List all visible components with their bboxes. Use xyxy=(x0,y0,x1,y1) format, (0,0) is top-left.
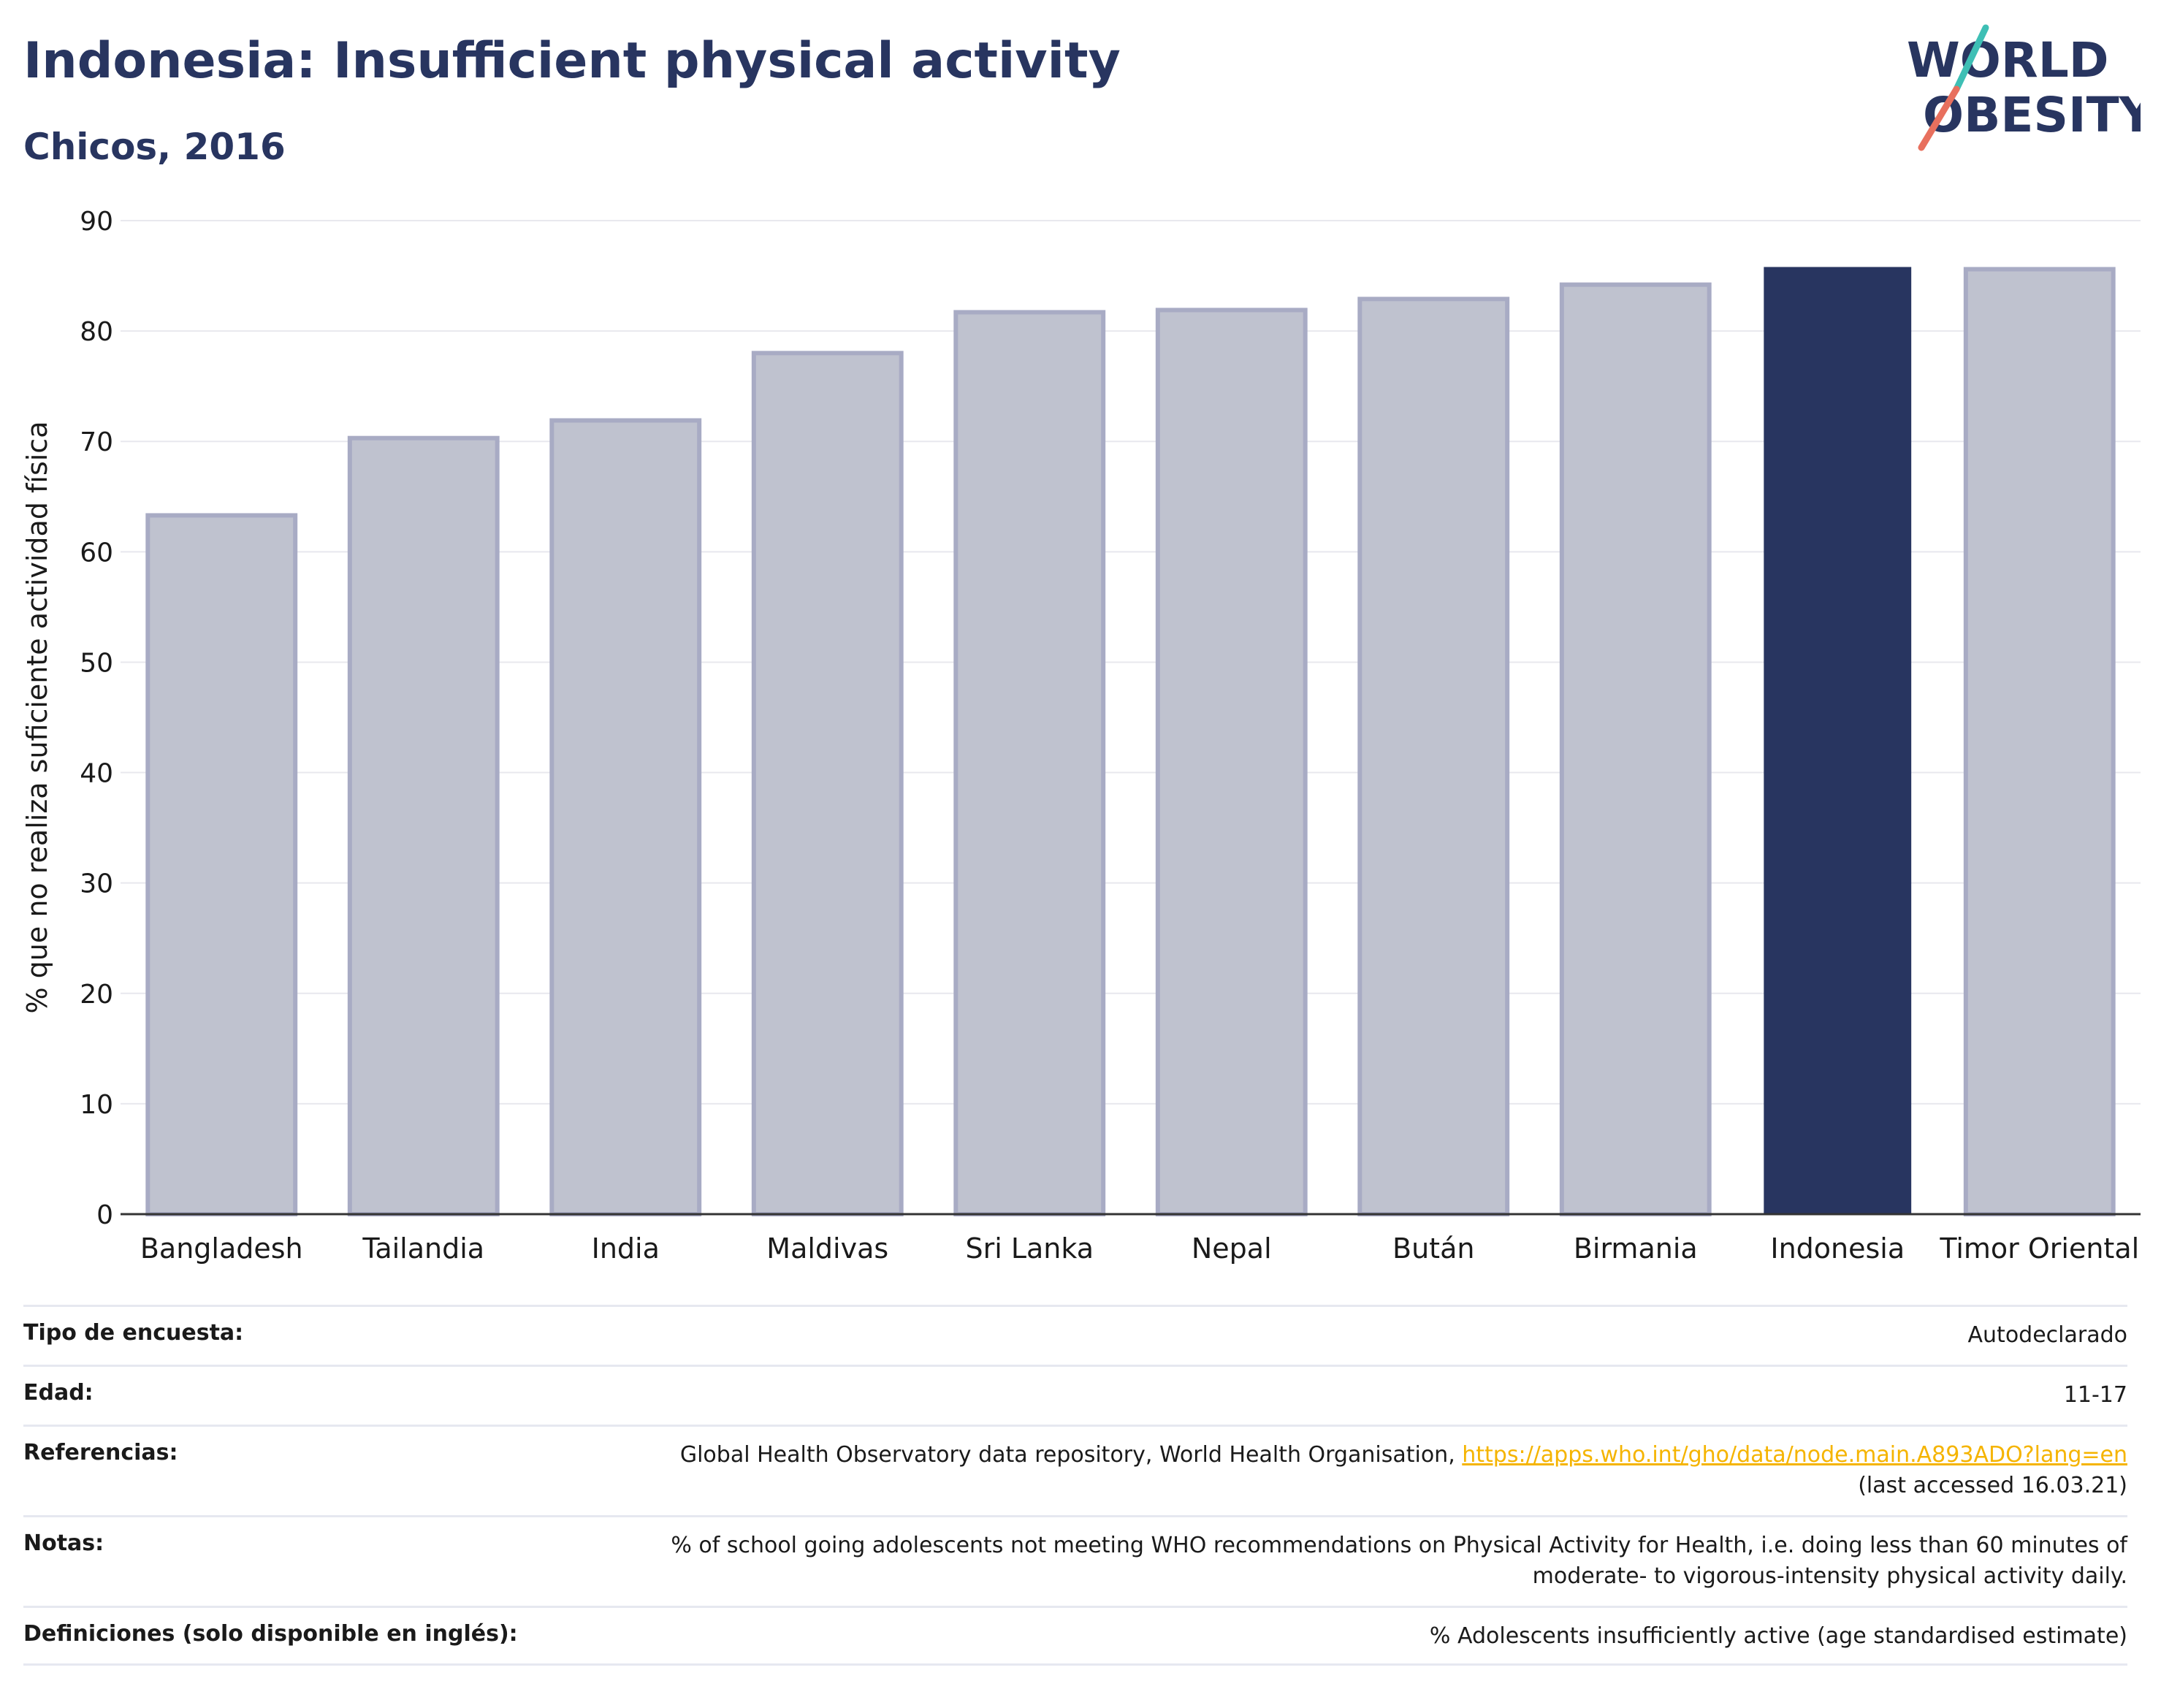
meta-value: Autodeclarado xyxy=(1968,1320,2127,1351)
reference-link[interactable]: https://apps.who.int/gho/data/node.main.… xyxy=(1462,1442,2127,1468)
y-tick-label: 80 xyxy=(80,317,113,347)
y-tick-label: 40 xyxy=(80,759,113,789)
y-tick-label: 10 xyxy=(80,1090,113,1120)
meta-value-line: (last accessed 16.03.21) xyxy=(680,1471,2127,1501)
meta-value-text: 11-17 xyxy=(2063,1382,2127,1408)
bar-indonesia xyxy=(1764,267,1912,1214)
meta-value: 11-17 xyxy=(2064,1380,2127,1411)
x-tick-label: Birmania xyxy=(1574,1232,1698,1264)
bar-tailandia xyxy=(347,435,500,1217)
x-tick-label: Timor Oriental xyxy=(1939,1232,2139,1264)
meta-value-line: Autodeclarado xyxy=(1968,1320,2127,1351)
meta-row: Tipo de encuesta: Autodeclarado xyxy=(23,1305,2127,1365)
meta-label: Definiciones (solo disponible en inglés)… xyxy=(23,1621,518,1647)
x-tick-label: Indonesia xyxy=(1770,1232,1905,1264)
y-axis-label: % que no realiza suficiente actividad fí… xyxy=(21,422,53,1014)
logo-slash-coral xyxy=(1918,85,1960,151)
meta-value: % of school going adolescents not meetin… xyxy=(671,1530,2127,1592)
bar-maldivas xyxy=(751,351,904,1216)
y-ticks: 0 10 20 30 40 50 60 70 80 90 xyxy=(80,207,113,1230)
bar-birmania xyxy=(1559,282,1712,1217)
y-tick-label: 60 xyxy=(80,538,113,568)
meta-value-line: Global Health Observatory data repositor… xyxy=(680,1440,2127,1471)
meta-row: Edad: 11-17 xyxy=(23,1365,2127,1425)
logo-line-2: OBESITY xyxy=(1923,87,2141,143)
meta-label: Referencias: xyxy=(23,1440,178,1465)
bar-bután xyxy=(1357,297,1510,1216)
page-subtitle: Chicos, 2016 xyxy=(23,126,286,168)
meta-row: Notas: % of school going adolescents not … xyxy=(23,1515,2127,1606)
meta-row: Definiciones (solo disponible en inglés)… xyxy=(23,1606,2127,1666)
bars xyxy=(145,267,2116,1217)
y-tick-label: 70 xyxy=(80,427,113,457)
bar-india xyxy=(549,418,702,1216)
x-tick-label: India xyxy=(592,1232,660,1264)
metadata-table: Tipo de encuesta: Autodeclarado Edad: 11-17… xyxy=(23,1305,2127,1666)
meta-row: Referencias: Global Health Observatory da… xyxy=(23,1425,2127,1515)
bar-bangladesh xyxy=(145,513,298,1216)
logo-line-1: WORLD xyxy=(1907,32,2109,88)
x-tick-label: Bangladesh xyxy=(140,1232,303,1264)
meta-value-line: % of school going adolescents not meetin… xyxy=(671,1530,2127,1561)
y-tick-label: 0 xyxy=(96,1200,113,1230)
meta-value: % Adolescents insufficiently active (age… xyxy=(1430,1621,2127,1652)
meta-value-text: moderate- to vigorous-intensity physical… xyxy=(1532,1563,2127,1589)
meta-value: Global Health Observatory data repositor… xyxy=(680,1440,2127,1501)
meta-value-line: 11-17 xyxy=(2064,1380,2127,1411)
meta-value-text: Global Health Observatory data repositor… xyxy=(679,1442,1463,1468)
meta-value-text: Autodeclarado xyxy=(1967,1322,2127,1348)
y-tick-label: 90 xyxy=(80,207,113,237)
x-tick-label: Bután xyxy=(1392,1232,1474,1264)
meta-value-text: (last accessed 16.03.21) xyxy=(1858,1473,2127,1498)
bar-chart: 0 10 20 30 40 50 60 70 80 90 Bangladesh Tailandia I… xyxy=(21,207,2141,1264)
x-tick-label: Sri Lanka xyxy=(965,1232,1094,1264)
y-tick-label: 30 xyxy=(80,869,113,899)
meta-label: Tipo de encuesta: xyxy=(23,1320,244,1346)
world-obesity-logo: WORLD OBESITY xyxy=(1907,24,2141,151)
meta-label: Notas: xyxy=(23,1530,104,1556)
meta-value-text: % Adolescents insufficiently active (age… xyxy=(1429,1623,2127,1649)
x-tick-label: Nepal xyxy=(1192,1232,1272,1264)
meta-value-text: % of school going adolescents not meetin… xyxy=(671,1533,2127,1558)
bar-timor-oriental xyxy=(1963,267,2116,1216)
x-tick-label: Maldivas xyxy=(766,1232,888,1264)
y-tick-label: 50 xyxy=(80,648,113,678)
y-tick-label: 20 xyxy=(80,980,113,1010)
bar-sri-lanka xyxy=(953,310,1106,1216)
page-title: Indonesia: Insufficient physical activit… xyxy=(23,32,1121,90)
bar-nepal xyxy=(1155,308,1308,1216)
meta-value-line: % Adolescents insufficiently active (age… xyxy=(1430,1621,2127,1652)
meta-label: Edad: xyxy=(23,1380,94,1406)
logo-slash-teal xyxy=(1953,24,1989,93)
x-tick-label: Tailandia xyxy=(362,1232,484,1264)
meta-value-line: moderate- to vigorous-intensity physical… xyxy=(671,1561,2127,1592)
x-ticks: Bangladesh Tailandia India Maldivas Sri Lank… xyxy=(140,1232,2139,1264)
